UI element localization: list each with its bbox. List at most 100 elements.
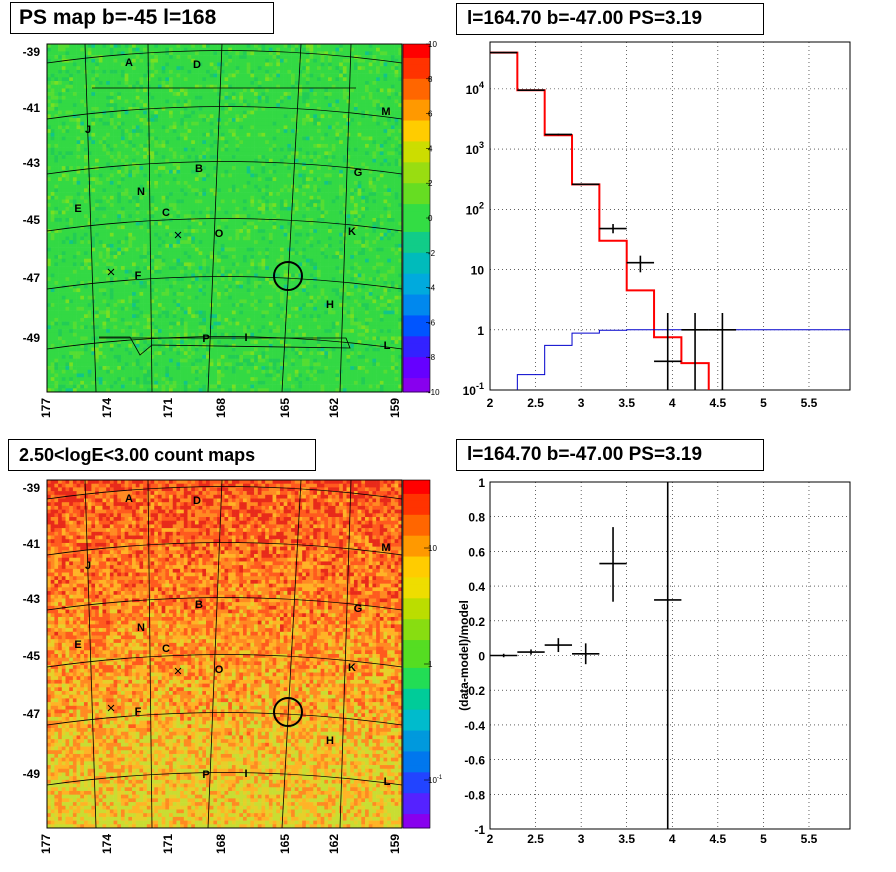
map-pixel [83, 132, 88, 137]
map-pixel [209, 155, 214, 160]
map-pixel [209, 44, 214, 48]
map-pixel [172, 147, 177, 152]
map-pixel [254, 88, 259, 93]
map-pixel [191, 210, 196, 215]
map-pixel [328, 55, 333, 60]
map-pixel [235, 225, 240, 230]
map-pixel [95, 69, 100, 74]
map-pixel [157, 214, 162, 219]
map-pixel [390, 173, 395, 178]
map-pixel [250, 221, 255, 226]
map-pixel [120, 125, 125, 130]
map-pixel [54, 188, 59, 193]
map-pixel [72, 232, 77, 237]
map-pixel [161, 99, 166, 104]
map-pixel [120, 55, 125, 60]
map-pixel [316, 221, 321, 226]
map-pixel [257, 199, 262, 204]
map-pixel [302, 232, 307, 237]
map-pixel [47, 47, 51, 52]
map-pixel [365, 155, 370, 160]
map-pixel [187, 62, 192, 67]
map-pixel [80, 106, 85, 111]
map-pixel [95, 162, 100, 167]
map-pixel [239, 195, 244, 200]
map-pixel [242, 188, 247, 193]
map-pixel [157, 143, 162, 148]
map-pixel [220, 162, 225, 167]
map-pixel [47, 125, 51, 130]
map-pixel [250, 99, 255, 104]
map-pixel [346, 206, 351, 211]
map-pixel [217, 173, 222, 178]
map-pixel [83, 214, 88, 219]
map-pixel [365, 47, 370, 52]
map-pixel [350, 92, 355, 97]
map-pixel [157, 88, 162, 93]
map-pixel [276, 69, 281, 74]
map-pixel [261, 221, 266, 226]
map-pixel [54, 195, 59, 200]
map-pixel [357, 81, 362, 86]
map-pixel [132, 92, 137, 97]
map-pixel [172, 173, 177, 178]
map-pixel [309, 173, 314, 178]
map-pixel [339, 225, 344, 230]
map-pixel [268, 195, 273, 200]
map-pixel [357, 177, 362, 182]
map-pixel [91, 95, 96, 100]
map-pixel [157, 47, 162, 52]
map-pixel [47, 55, 51, 60]
map-pixel [194, 232, 199, 237]
map-pixel [91, 125, 96, 130]
map-pixel [390, 158, 395, 163]
map-pixel [235, 140, 240, 145]
map-pixel [279, 214, 284, 219]
map-pixel [268, 84, 273, 89]
map-pixel [124, 184, 129, 189]
map-pixel [161, 114, 166, 119]
map-pixel [106, 55, 111, 60]
map-pixel [361, 88, 366, 93]
map-pixel [83, 188, 88, 193]
map-pixel [180, 177, 185, 182]
map-pixel [350, 81, 355, 86]
map-pixel [268, 166, 273, 171]
map-pixel [254, 173, 259, 178]
map-pixel [135, 158, 140, 163]
map-pixel [187, 51, 192, 56]
map-pixel [213, 66, 218, 71]
map-pixel [320, 44, 325, 48]
map-pixel [320, 203, 325, 208]
map-pixel [183, 58, 188, 63]
map-pixel [324, 55, 329, 60]
map-pixel [206, 69, 211, 74]
map-pixel [287, 77, 292, 82]
map-pixel [58, 180, 63, 185]
map-pixel [339, 99, 344, 104]
map-pixel [98, 221, 103, 226]
map-pixel [128, 180, 133, 185]
map-pixel [231, 106, 236, 111]
map-pixel [87, 69, 92, 74]
map-pixel [50, 155, 55, 160]
map-pixel [180, 147, 185, 152]
map-pixel [328, 66, 333, 71]
map-pixel [117, 158, 122, 163]
map-pixel [47, 180, 51, 185]
map-pixel [157, 140, 162, 145]
map-pixel [331, 151, 336, 156]
map-pixel [228, 51, 233, 56]
map-pixel [69, 151, 74, 156]
map-pixel [257, 147, 262, 152]
map-pixel [169, 106, 174, 111]
map-pixel [368, 180, 373, 185]
map-pixel [302, 173, 307, 178]
map-pixel [250, 210, 255, 215]
map-pixel [398, 129, 403, 134]
map-pixel [328, 180, 333, 185]
map-pixel [154, 232, 159, 237]
map-pixel [298, 151, 303, 156]
map-pixel [109, 199, 114, 204]
map-pixel [183, 73, 188, 78]
